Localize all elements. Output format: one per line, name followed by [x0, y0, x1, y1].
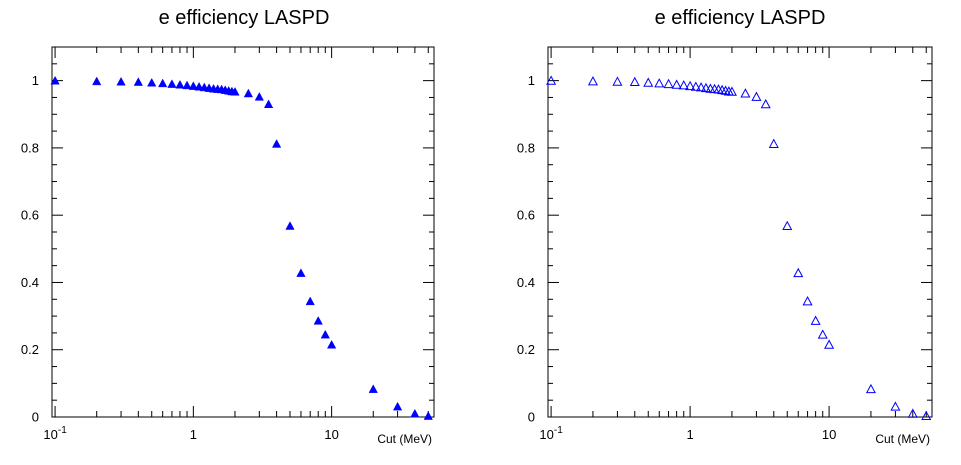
- data-point: [271, 139, 282, 148]
- data-point: [546, 75, 557, 85]
- data-point: [147, 77, 157, 87]
- y-tick-label: 0.8: [21, 140, 39, 155]
- data-point: [824, 339, 835, 349]
- data-point: [726, 86, 737, 96]
- data-point: [643, 77, 654, 87]
- y-tick-label: 0.2: [21, 342, 39, 357]
- data-point: [782, 220, 793, 231]
- data-point: [690, 81, 701, 91]
- data-point: [230, 87, 240, 96]
- data-point: [175, 79, 185, 89]
- x-tick-label: 10-1: [43, 425, 67, 442]
- data-point: [663, 78, 674, 89]
- data-point: [305, 296, 315, 306]
- data-point: [392, 401, 403, 411]
- y-tick-label: 1: [528, 73, 535, 88]
- x-tick-label: 10: [822, 427, 836, 442]
- data-point: [285, 221, 295, 230]
- chart-title: e efficiency LASPD: [159, 7, 330, 29]
- data-point: [629, 76, 640, 87]
- y-tick-label: 0.2: [517, 342, 535, 357]
- chart-panel-2: e efficiency LASPD 0 0.2 0.4 0.6 0.8 1 10-1 1 10 C…: [517, 7, 933, 446]
- y-tick-label: 0.4: [21, 275, 39, 290]
- data-point: [423, 411, 433, 420]
- data-point: [810, 315, 821, 325]
- data-point: [817, 329, 828, 339]
- data-point: [654, 78, 665, 88]
- y-tick-label: 0.6: [21, 208, 39, 223]
- x-tick-label: 10: [324, 427, 338, 442]
- data-point: [760, 98, 771, 109]
- data-point: [50, 75, 60, 85]
- data-point: [158, 78, 168, 88]
- y-tick-label: 0: [528, 410, 535, 425]
- data-point: [700, 82, 711, 93]
- data-point: [167, 79, 177, 88]
- x-axis-title: Cut (MeV): [377, 432, 432, 446]
- y-tick-label: 1: [32, 73, 39, 88]
- data-point: [678, 80, 689, 90]
- y-tick-label: 0: [32, 410, 39, 425]
- data-point: [751, 91, 762, 101]
- data-point: [182, 80, 192, 90]
- chart-panel-1: e efficiency LASPD 0 0.2 0.4 0.6 0.8 1 10-1 1 10 C…: [21, 7, 435, 446]
- data-point: [368, 384, 378, 393]
- data-point: [696, 82, 707, 92]
- data-point: [587, 76, 598, 86]
- y-tick-label: 0.8: [517, 140, 535, 155]
- data-point: [313, 316, 323, 325]
- data-point: [907, 408, 918, 418]
- data-point: [921, 410, 932, 421]
- x-tick-label: 1: [190, 427, 197, 442]
- data-point: [263, 99, 274, 109]
- data-point: [410, 408, 420, 418]
- data-point: [243, 88, 253, 98]
- data-point: [793, 267, 804, 278]
- data-point: [768, 138, 779, 148]
- data-point: [296, 268, 306, 277]
- y-tick-label: 0.4: [517, 275, 535, 290]
- y-tick-label: 0.6: [517, 208, 535, 223]
- data-point: [740, 88, 751, 98]
- data-point: [133, 77, 143, 86]
- x-axis-title: Cut (MeV): [875, 432, 930, 446]
- data-point: [865, 383, 876, 394]
- x-tick-label: 10-1: [539, 425, 563, 442]
- x-tick-label: 1: [686, 427, 693, 442]
- data-point: [720, 85, 731, 95]
- data-point: [254, 92, 264, 101]
- data-point: [194, 81, 204, 91]
- plot-frame: [51, 46, 435, 418]
- data-point: [802, 296, 813, 306]
- data-point: [327, 339, 337, 349]
- data-point: [116, 76, 126, 86]
- data-point: [612, 76, 623, 86]
- data-point: [890, 401, 901, 411]
- data-point: [671, 79, 682, 89]
- data-point: [320, 329, 330, 339]
- plot-frame: [547, 46, 933, 418]
- chart-title: e efficiency LASPD: [655, 7, 826, 29]
- data-point: [92, 76, 102, 86]
- data-point: [685, 80, 696, 91]
- data-point: [188, 81, 198, 90]
